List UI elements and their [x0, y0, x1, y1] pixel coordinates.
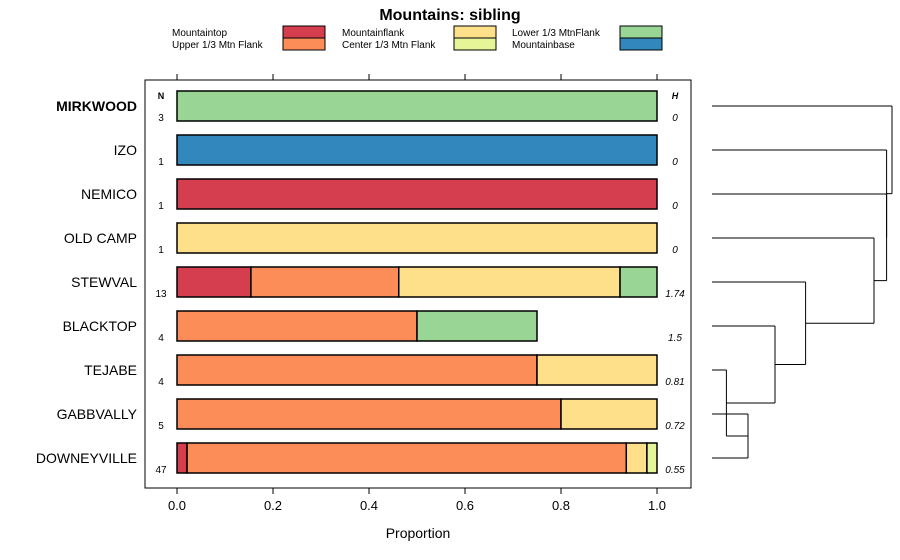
bar-segment — [176, 90, 658, 122]
legend-label: Mountainbase — [512, 40, 575, 51]
x-tick-label: 0.0 — [168, 498, 186, 513]
n-value: 1 — [158, 201, 164, 212]
x-tick-label: 1.0 — [648, 498, 666, 513]
x-axis: 0.0 0.2 0.4 0.6 0.8 1.0 — [168, 74, 666, 513]
bar-segment — [250, 266, 400, 298]
bars — [176, 90, 658, 474]
h-value: 0.81 — [665, 377, 684, 388]
x-tick-label: 0.8 — [552, 498, 570, 513]
category-label: DOWNEYVILLE — [36, 450, 137, 466]
n-value: 5 — [158, 421, 164, 432]
legend-label: Lower 1/3 MtnFlank — [512, 28, 601, 39]
chart-title: Mountains: sibling — [379, 7, 520, 24]
h-value: 0.72 — [665, 421, 685, 432]
legend-swatch — [282, 37, 326, 51]
category-label: NEMICO — [81, 186, 137, 202]
row-labels: MIRKWOOD 3 0 IZO 1 0 NEMICO 1 0 OLD CAMP 1 0 STEWVAL… — [36, 98, 685, 476]
h-value: 0 — [672, 201, 678, 212]
bar-segment — [176, 134, 658, 166]
category-label: GABBVALLY — [57, 406, 138, 422]
n-column-header: N — [158, 91, 165, 101]
legend-label: Upper 1/3 Mtn Flank — [172, 40, 264, 51]
category-label: BLACKTOP — [63, 318, 137, 334]
legend-swatch — [619, 25, 663, 39]
x-axis-label: Proportion — [386, 525, 451, 541]
h-column-header: H — [672, 91, 679, 101]
bar-segment — [176, 178, 658, 210]
bar-segment — [398, 266, 621, 298]
legend-swatch — [619, 37, 663, 51]
bar-segment — [560, 398, 658, 430]
bar-segment — [176, 222, 658, 254]
n-value: 1 — [158, 157, 164, 168]
x-tick-label: 0.4 — [360, 498, 378, 513]
plot-panel — [144, 79, 692, 489]
legend-swatch — [282, 25, 326, 39]
bar-segment — [176, 354, 538, 386]
n-value: 4 — [158, 333, 164, 344]
category-label: TEJABE — [84, 362, 137, 378]
bar-segment — [186, 442, 628, 474]
bar-segment — [176, 310, 418, 342]
n-value: 4 — [158, 377, 164, 388]
h-value: 0.55 — [665, 465, 685, 476]
legend-swatch — [453, 25, 497, 39]
x-tick-label: 0.6 — [456, 498, 474, 513]
bar-segment — [646, 442, 658, 474]
dendrogram — [712, 105, 893, 459]
bar-segment — [176, 442, 188, 474]
x-tick-label: 0.2 — [264, 498, 282, 513]
n-value: 3 — [158, 113, 164, 124]
category-label: OLD CAMP — [64, 230, 137, 246]
h-value: 1.74 — [665, 289, 685, 300]
n-value: 47 — [155, 465, 167, 476]
legend-label: Center 1/3 Mtn Flank — [342, 40, 436, 51]
bar-segment — [176, 398, 562, 430]
bar-segment — [536, 354, 658, 386]
bar-segment — [416, 310, 538, 342]
n-value: 13 — [155, 289, 167, 300]
legend-label: Mountaintop — [172, 28, 227, 39]
bar-segment — [625, 442, 648, 474]
n-value: 1 — [158, 245, 164, 256]
category-label: MIRKWOOD — [56, 98, 137, 114]
bar-segment — [176, 266, 252, 298]
category-label: STEWVAL — [71, 274, 137, 290]
h-value: 0 — [672, 113, 678, 124]
category-label: IZO — [114, 142, 137, 158]
legend-label: Mountainflank — [342, 28, 405, 39]
bar-segment — [619, 266, 658, 298]
h-value: 0 — [672, 157, 678, 168]
legend-swatch — [453, 37, 497, 51]
h-value: 1.5 — [668, 333, 682, 344]
h-value: 0 — [672, 245, 678, 256]
